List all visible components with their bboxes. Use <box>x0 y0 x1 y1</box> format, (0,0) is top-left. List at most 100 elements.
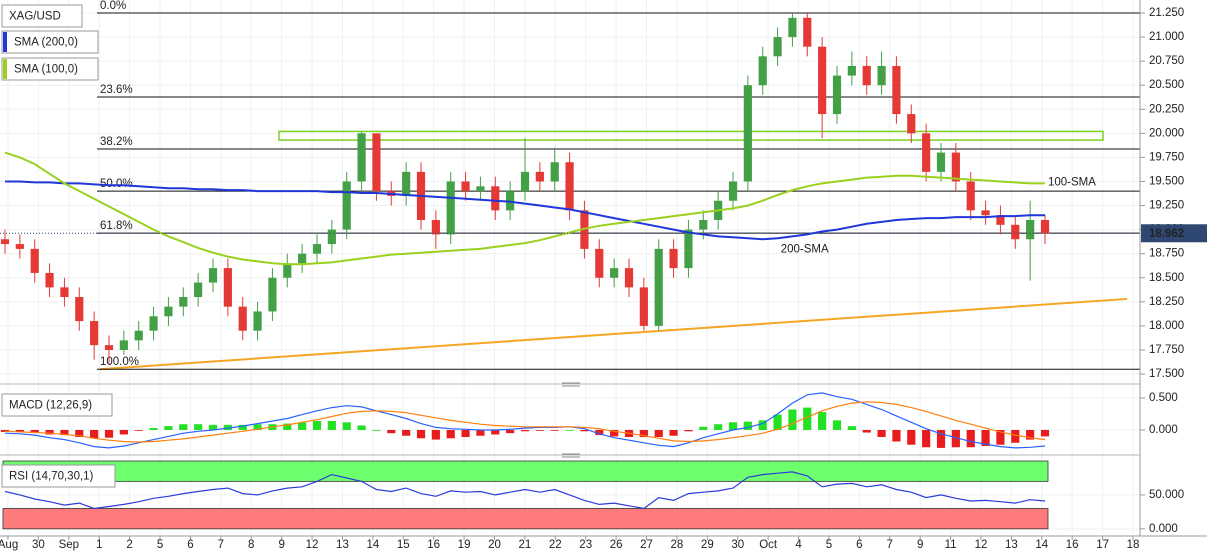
histogram-bar <box>714 424 723 430</box>
histogram-bar <box>951 429 960 448</box>
histogram-bar <box>758 420 767 430</box>
candle-body <box>327 229 336 245</box>
candle-body <box>75 297 84 322</box>
x-tick-label: 16 <box>1066 539 1079 551</box>
candle-body <box>342 181 351 230</box>
candle-body <box>119 340 128 350</box>
x-tick-label: 14 <box>366 539 379 551</box>
histogram-bar <box>996 429 1005 445</box>
histogram-bar <box>506 429 515 434</box>
rsi-band <box>2 508 1049 530</box>
x-tick-label: 13 <box>336 539 349 551</box>
histogram-bar <box>283 423 292 430</box>
x-tick-label: 20 <box>488 539 501 551</box>
candle-body <box>298 253 307 264</box>
last-price-label: 18.962 <box>1149 228 1184 240</box>
candle-body <box>431 219 440 235</box>
histogram-bar <box>1040 429 1050 437</box>
fib-label: 100.0% <box>100 356 139 368</box>
histogram-bar <box>1026 429 1035 440</box>
candle-body <box>134 330 143 341</box>
y-tick-label: 18.250 <box>1149 296 1184 308</box>
candle-body <box>684 229 693 269</box>
legend-box[interactable] <box>1 57 99 81</box>
histogram-bar <box>981 429 990 446</box>
candle-body <box>951 152 960 182</box>
candle-body <box>877 65 886 86</box>
histogram-bar <box>312 421 322 430</box>
histogram-bar <box>15 429 24 432</box>
panel-handle[interactable] <box>562 382 580 387</box>
x-tick-label: 21 <box>518 539 531 551</box>
histogram-bar <box>149 428 158 430</box>
y-tick-label: 18.750 <box>1149 248 1184 260</box>
candle-body <box>491 186 500 211</box>
candle-body <box>268 277 277 312</box>
histogram-bar <box>832 420 842 430</box>
histogram-bar <box>179 424 188 430</box>
x-tick-label: 1 <box>96 539 102 551</box>
sma-line <box>5 180 1045 241</box>
x-tick-label: 12 <box>306 539 319 551</box>
histogram-bar <box>431 429 440 440</box>
candle-body <box>372 133 381 192</box>
candle-body <box>758 56 767 86</box>
legend-box[interactable] <box>1 393 113 417</box>
histogram-bar <box>45 429 54 435</box>
candle-body <box>520 171 530 192</box>
y-tick-label: 21.000 <box>1149 31 1184 43</box>
candle-body <box>15 244 24 249</box>
histogram-bar <box>372 429 381 431</box>
x-tick-label: Oct <box>759 539 778 551</box>
x-tick-label: 6 <box>187 539 193 551</box>
candle-body <box>194 282 203 298</box>
x-tick-label: 11 <box>945 539 957 551</box>
y-tick-label: 19.750 <box>1149 151 1184 163</box>
indicator-title: MACD (12,26,9) <box>9 400 92 412</box>
y-tick-label: 20.250 <box>1149 103 1184 115</box>
fib-label: 38.2% <box>100 136 133 148</box>
sma-line <box>4 151 1045 266</box>
histogram-bar <box>803 407 812 430</box>
indicator-line <box>4 392 1046 449</box>
legend-box[interactable] <box>1 4 83 28</box>
candle-body <box>0 239 10 245</box>
x-tick-label: 22 <box>549 539 562 551</box>
histogram-bar <box>30 429 39 433</box>
candle-body <box>312 244 322 254</box>
candle-body <box>60 287 69 298</box>
x-tick-label: 26 <box>610 539 623 551</box>
x-tick-label: 2 <box>126 539 132 551</box>
legend-box[interactable] <box>1 30 99 54</box>
x-tick-label: Sep <box>59 539 79 551</box>
legend-box[interactable] <box>1 464 116 488</box>
x-tick-label: 14 <box>1035 539 1048 551</box>
trendline <box>99 297 1128 371</box>
indicator-title: RSI (14,70,30,1) <box>9 471 94 483</box>
x-tick-label: 9 <box>917 539 923 551</box>
x-tick-label: 7 <box>218 539 224 551</box>
candle-body <box>238 306 247 331</box>
y-tick-label: 0.000 <box>1149 424 1178 436</box>
panel-handle[interactable] <box>562 453 580 458</box>
y-tick-label: 20.500 <box>1149 79 1184 91</box>
histogram-bar <box>104 429 114 438</box>
histogram-bar <box>461 429 470 438</box>
histogram-bar <box>476 429 485 436</box>
histogram-bar <box>699 426 708 430</box>
histogram-bar <box>535 429 544 431</box>
histogram-bar <box>327 421 336 430</box>
candle-body <box>966 181 975 211</box>
candle-body <box>728 181 738 201</box>
candle-body <box>892 65 901 115</box>
candle-body <box>208 268 218 283</box>
candle-body <box>654 248 663 326</box>
candle-body <box>818 46 827 115</box>
candle-body <box>45 272 54 288</box>
candle-body <box>610 268 619 278</box>
candle-body <box>624 268 634 288</box>
candle-body <box>847 65 856 76</box>
y-tick-label: 0.000 <box>1149 523 1178 535</box>
